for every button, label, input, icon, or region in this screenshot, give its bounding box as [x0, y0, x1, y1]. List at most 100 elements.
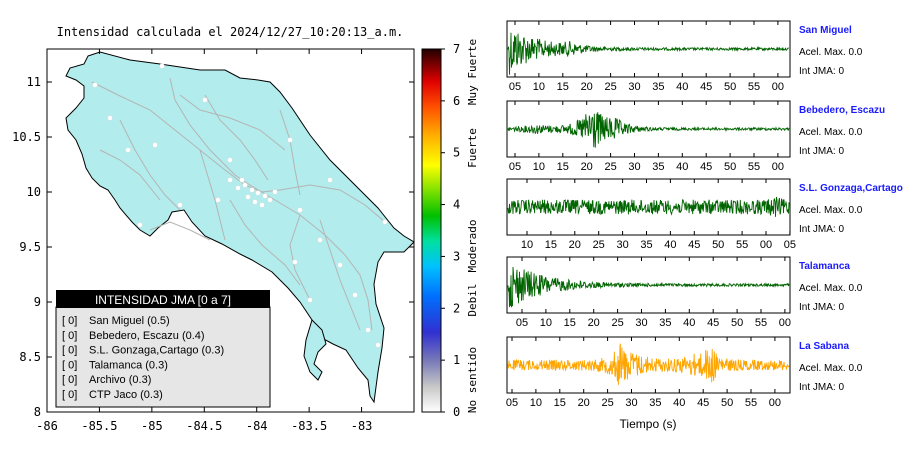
trace-tick-label: 55	[755, 317, 767, 329]
trace-tick-label: 55	[748, 81, 760, 93]
colorbar-tick-label: 6	[453, 94, 460, 108]
legend-items: [ 0] San Miguel (0.5) [ 0] Bebedero, Escazu…	[62, 315, 224, 401]
map-title: Intensidad calculada el 2024/12/27_10:20…	[57, 25, 404, 39]
seismogram-waveform	[507, 196, 790, 217]
trace-tick-label: 45	[688, 239, 700, 251]
legend-item-bracket: [ 0]	[62, 330, 77, 342]
station-acel: Acel. Max. 0.0	[799, 363, 863, 374]
map-y-tick-label: 9	[34, 295, 41, 309]
trace-tick-label: 25	[611, 317, 623, 329]
trace-tick-label: 25	[601, 397, 613, 409]
map-y-tick-label: 10.5	[12, 130, 41, 144]
trace-tick-label: 05	[516, 317, 528, 329]
map-x-axis: -86 -85.5 -85 -84.5 -84 -83.5 -83	[36, 49, 372, 433]
station-int: Int JMA: 0	[799, 224, 844, 235]
legend-item-label: Bebedero, Escazu (0.4)	[89, 330, 205, 342]
trace-tick-label: 10	[533, 81, 545, 93]
map-x-tick-label: -84.5	[186, 419, 222, 433]
trace-tick-label: 35	[652, 161, 664, 173]
trace-tick-label: 30	[616, 239, 628, 251]
seismogram-traces: 05 10 15 20 25 30 35 40 45 50 55 00 San Miguel Acel. …	[506, 20, 903, 409]
legend-item-label: Archivo (0.3)	[89, 374, 151, 386]
legend-item-label: Talamanca (0.3)	[89, 359, 168, 371]
map-y-tick-label: 8	[34, 405, 41, 419]
trace-tick-label: 30	[625, 397, 637, 409]
colorbar-tick-label: 4	[453, 198, 460, 212]
trace-tick-label: 40	[683, 317, 695, 329]
trace-tick-label: 05	[509, 81, 521, 93]
trace-tick-label: 45	[707, 317, 719, 329]
traces-xlabel: Tiempo (s)	[620, 417, 677, 431]
trace-tick-label: 00	[760, 239, 772, 251]
map-y-tick-label: 11	[27, 75, 41, 89]
trace-tick-label: 05	[509, 161, 521, 173]
trace-tick-label: 40	[676, 81, 688, 93]
trace-tick-label: 25	[604, 161, 616, 173]
trace-tick-label: 30	[635, 317, 647, 329]
colorbar-tick-label: 3	[453, 249, 460, 263]
trace-tick-label: 15	[564, 317, 576, 329]
station-int: Int JMA: 0	[799, 66, 844, 77]
trace-tick-label: 05	[784, 239, 796, 251]
station-acel: Acel. Max. 0.0	[799, 205, 863, 216]
trace-tick-label: 00	[772, 81, 784, 93]
station-name: Bebedero, Escazu	[799, 105, 885, 116]
trace-tick-label: 35	[659, 317, 671, 329]
trace-tick-label: 45	[697, 397, 709, 409]
trace-tick-label: 55	[748, 161, 760, 173]
trace-tick-label: 50	[712, 239, 724, 251]
legend-item-bracket: [ 0]	[62, 374, 77, 386]
trace-tick-label: 50	[721, 397, 733, 409]
station-acel: Acel. Max. 0.0	[799, 47, 863, 58]
colorbar-tick-label: 7	[453, 42, 460, 56]
colorbar-tick-label: 2	[453, 301, 460, 315]
station-panel: 05 10 15 20 25 30 35 40 45 50 55 00 Talamanca Acel. M…	[506, 256, 863, 329]
seismogram-waveform	[507, 32, 790, 75]
seismogram-waveform	[507, 266, 790, 308]
map-y-tick-label: 10	[27, 185, 41, 199]
legend-title: INTENSIDAD JMA [0 a 7]	[95, 293, 231, 307]
legend-item-label: CTP Jaco (0.3)	[89, 389, 163, 401]
map-x-tick-label: -86	[36, 419, 58, 433]
trace-tick-label: 45	[700, 161, 712, 173]
map-x-tick-label: -85.5	[81, 419, 117, 433]
trace-tick-label: 20	[588, 317, 600, 329]
trace-tick-label: 15	[557, 81, 569, 93]
trace-tick-label: 20	[581, 161, 593, 173]
legend-item-label: S.L. Gonzaga,Cartago (0.3)	[89, 345, 224, 357]
map-y-tick-label: 8.5	[19, 350, 41, 364]
trace-tick-label: 10	[521, 239, 533, 251]
trace-frame	[506, 256, 791, 314]
trace-tick-label: 40	[673, 397, 685, 409]
station-int: Int JMA: 0	[799, 382, 844, 393]
trace-tick-label: 15	[557, 161, 569, 173]
colorbar-ticks: 0 1 2 3 4 5 6 7	[441, 42, 460, 419]
colorbar-tick-label: 1	[453, 353, 460, 367]
trace-tick-label: 00	[779, 317, 791, 329]
trace-tick-label: 50	[731, 317, 743, 329]
trace-tick-label: 35	[640, 239, 652, 251]
colorbar-labels: No sentido Debil Moderado Fuerte Muy Fue…	[466, 39, 479, 413]
colorbar-label-no-sentido: No sentido	[466, 347, 479, 413]
map-y-tick-label: 9.5	[19, 240, 41, 254]
colorbar-tick-label: 0	[453, 405, 460, 419]
trace-tick-label: 40	[676, 161, 688, 173]
station-name: S.L. Gonzaga,Cartago	[799, 183, 903, 194]
trace-tick-label: 15	[545, 239, 557, 251]
trace-tick-label: 25	[604, 81, 616, 93]
trace-tick-label: 35	[652, 81, 664, 93]
station-panel: 05 10 15 20 25 30 35 40 45 50 55 00 La Sabana Acel. M…	[506, 336, 863, 409]
trace-tick-label: 00	[769, 397, 781, 409]
trace-tick-label: 10	[533, 161, 545, 173]
trace-tick-label: 10	[540, 317, 552, 329]
trace-tick-label: 20	[581, 81, 593, 93]
trace-tick-label: 20	[578, 397, 590, 409]
coastline-detail	[303, 319, 327, 381]
trace-tick-label: 50	[724, 81, 736, 93]
legend-box: INTENSIDAD JMA [0 a 7] [ 0] San Miguel (0…	[55, 290, 271, 408]
trace-tick-label: 10	[530, 397, 542, 409]
trace-tick-label: 15	[554, 397, 566, 409]
station-name: Talamanca	[799, 261, 850, 272]
legend-item-bracket: [ 0]	[62, 345, 77, 357]
map-y-axis: 8 8.5 9 9.5 10 10.5 11	[12, 75, 414, 419]
